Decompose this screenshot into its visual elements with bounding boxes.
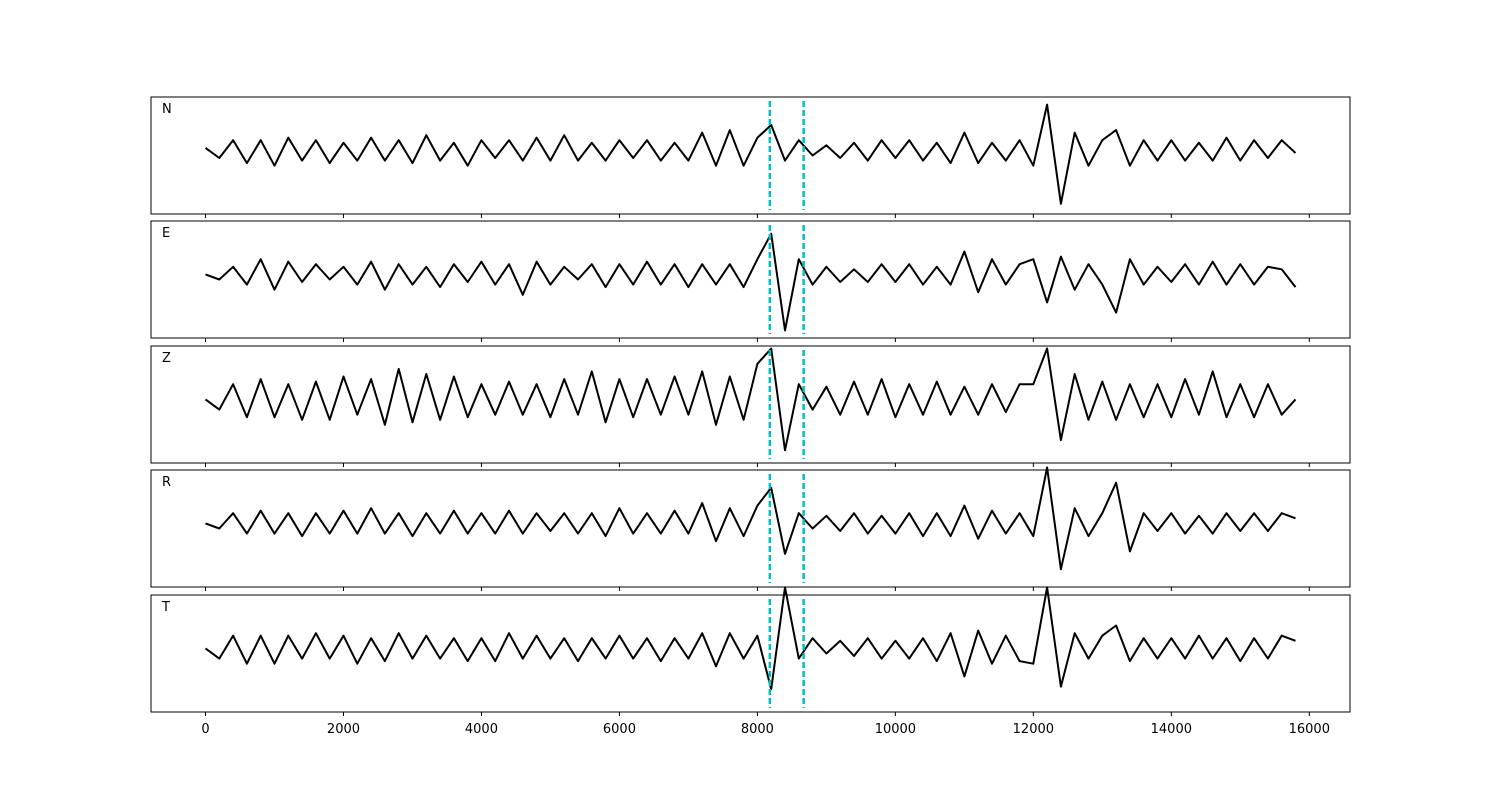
panel-frame: [150, 96, 1351, 215]
x-tick-label: 4000: [465, 722, 498, 737]
panel-frame: [150, 345, 1351, 464]
panel-frame: [150, 594, 1351, 713]
x-tick-label: 8000: [741, 722, 774, 737]
panel-label: T: [161, 600, 170, 615]
x-tick-label: 12000: [1013, 722, 1054, 737]
x-tick-label: 16000: [1289, 722, 1330, 737]
x-tick-label: 10000: [875, 722, 916, 737]
panel-frame: [150, 469, 1351, 588]
x-tick-label: 14000: [1151, 722, 1192, 737]
trace: [204, 586, 1296, 691]
panel-label: N: [162, 102, 172, 117]
panel-frame: [150, 220, 1351, 339]
x-tick-label: 2000: [327, 722, 360, 737]
trace: [204, 347, 1297, 452]
panel-label: E: [162, 226, 170, 241]
trace: [205, 466, 1296, 571]
panel-label: Z: [162, 351, 171, 366]
panel-label: R: [162, 475, 171, 490]
trace: [205, 232, 1297, 332]
trace: [204, 103, 1297, 205]
x-tick-label: 0: [201, 722, 209, 737]
x-tick-label: 6000: [603, 722, 636, 737]
